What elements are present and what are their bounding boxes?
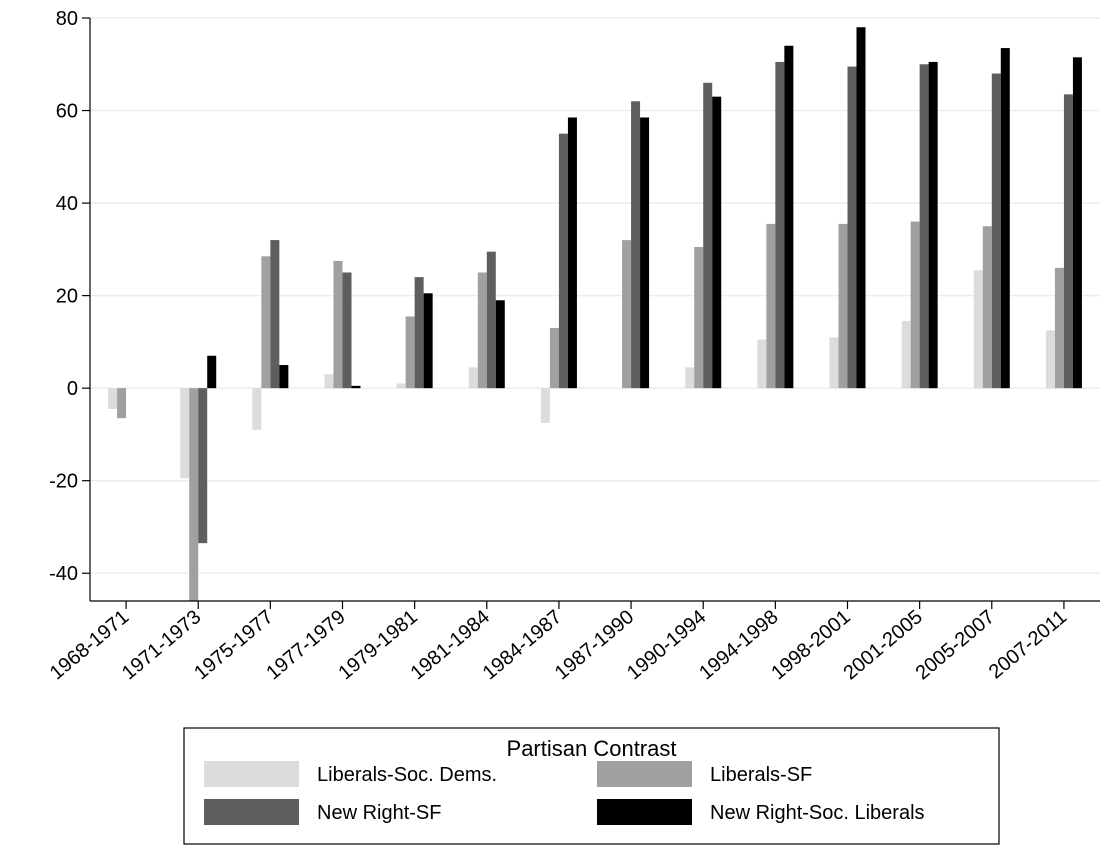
x-tick-label: 2007-2011	[985, 606, 1071, 683]
bars	[108, 27, 1082, 601]
bar	[901, 321, 911, 389]
x-tick-label: 2001-2005	[839, 606, 926, 684]
legend-label: Liberals-SF	[710, 764, 812, 786]
y-ticks: 80 60 40 20 0 -20 -40	[49, 8, 90, 585]
bar	[991, 73, 1001, 389]
bar	[847, 66, 857, 389]
bar	[1063, 94, 1073, 389]
x-tick-label: 1971-1973	[118, 606, 205, 684]
bar	[495, 300, 505, 389]
bar	[928, 61, 938, 389]
bar	[351, 385, 361, 389]
x-tick-label: 1994-1998	[695, 606, 782, 684]
legend-box	[183, 727, 1000, 845]
y-tick-label: 60	[56, 101, 78, 123]
bar	[766, 223, 776, 389]
y-tick-label: 20	[56, 286, 78, 308]
bar	[333, 260, 343, 389]
bar	[1072, 57, 1082, 389]
x-tick-label: 1987-1990	[551, 606, 638, 684]
x-tick-label: 1998-2001	[767, 606, 854, 684]
legend-label: Liberals-Soc. Dems.	[317, 764, 497, 786]
bar	[703, 82, 713, 389]
bar	[405, 316, 415, 389]
x-tick-label: 2005-2007	[912, 606, 999, 684]
x-tick-label: 1981-1984	[407, 606, 494, 684]
bar	[558, 133, 568, 389]
legend-swatch	[204, 799, 299, 825]
bar	[270, 240, 280, 389]
bar	[468, 367, 478, 389]
bar	[838, 223, 848, 389]
legend-label: New Right-SF	[317, 802, 441, 824]
bar	[414, 277, 424, 389]
bar	[775, 61, 785, 389]
bar	[549, 328, 559, 389]
bar	[486, 251, 496, 389]
bar	[982, 226, 992, 389]
bar	[477, 272, 487, 389]
bar	[252, 388, 262, 430]
axes	[89, 18, 1100, 602]
bar	[640, 117, 650, 389]
x-tick-label: 1977-1979	[262, 606, 349, 684]
y-tick-label: -20	[49, 471, 78, 493]
x-tick-label: 1975-1977	[190, 606, 277, 684]
bar	[198, 388, 208, 544]
bar	[910, 221, 920, 389]
bar	[396, 383, 406, 389]
legend-title: Partisan Contrast	[507, 736, 677, 761]
bar	[261, 256, 271, 389]
bar	[685, 367, 695, 389]
legend-swatch	[597, 799, 692, 825]
bar	[694, 247, 704, 389]
bar	[712, 96, 722, 389]
bar	[1000, 48, 1010, 389]
bar	[180, 388, 190, 479]
bar	[189, 388, 199, 601]
bar	[423, 293, 433, 389]
bar	[207, 355, 217, 389]
bar	[342, 272, 352, 389]
x-ticks: 1968-19711971-19731975-19771977-19791979…	[46, 601, 1071, 684]
bar	[279, 365, 289, 389]
bar	[757, 339, 767, 389]
x-tick-label: 1990-1994	[623, 606, 710, 684]
y-tick-label: -40	[49, 563, 78, 585]
bar	[567, 117, 577, 389]
x-tick-label: 1979-1981	[334, 606, 421, 684]
legend-swatch	[204, 761, 299, 787]
bar	[324, 374, 334, 389]
bar	[1054, 267, 1064, 389]
legend-label: New Right-Soc. Liberals	[710, 802, 925, 824]
gridlines	[90, 17, 1100, 574]
y-tick-label: 0	[67, 378, 78, 400]
y-tick-label: 80	[56, 8, 78, 30]
x-tick-label: 1968-1971	[46, 606, 133, 684]
bar	[919, 64, 929, 389]
legend-swatch	[597, 761, 692, 787]
bar	[117, 388, 127, 419]
bar	[622, 240, 632, 389]
bar	[973, 270, 983, 389]
bar	[631, 101, 641, 389]
x-tick-label: 1984-1987	[479, 606, 566, 684]
y-tick-label: 40	[56, 193, 78, 215]
bar	[856, 27, 866, 389]
bar	[1045, 330, 1055, 389]
bar	[784, 45, 794, 389]
bar	[108, 388, 118, 409]
bar	[829, 337, 839, 389]
bar	[540, 388, 550, 423]
legend: Partisan Contrast Liberals-Soc. Dems. Lib…	[183, 727, 1000, 845]
